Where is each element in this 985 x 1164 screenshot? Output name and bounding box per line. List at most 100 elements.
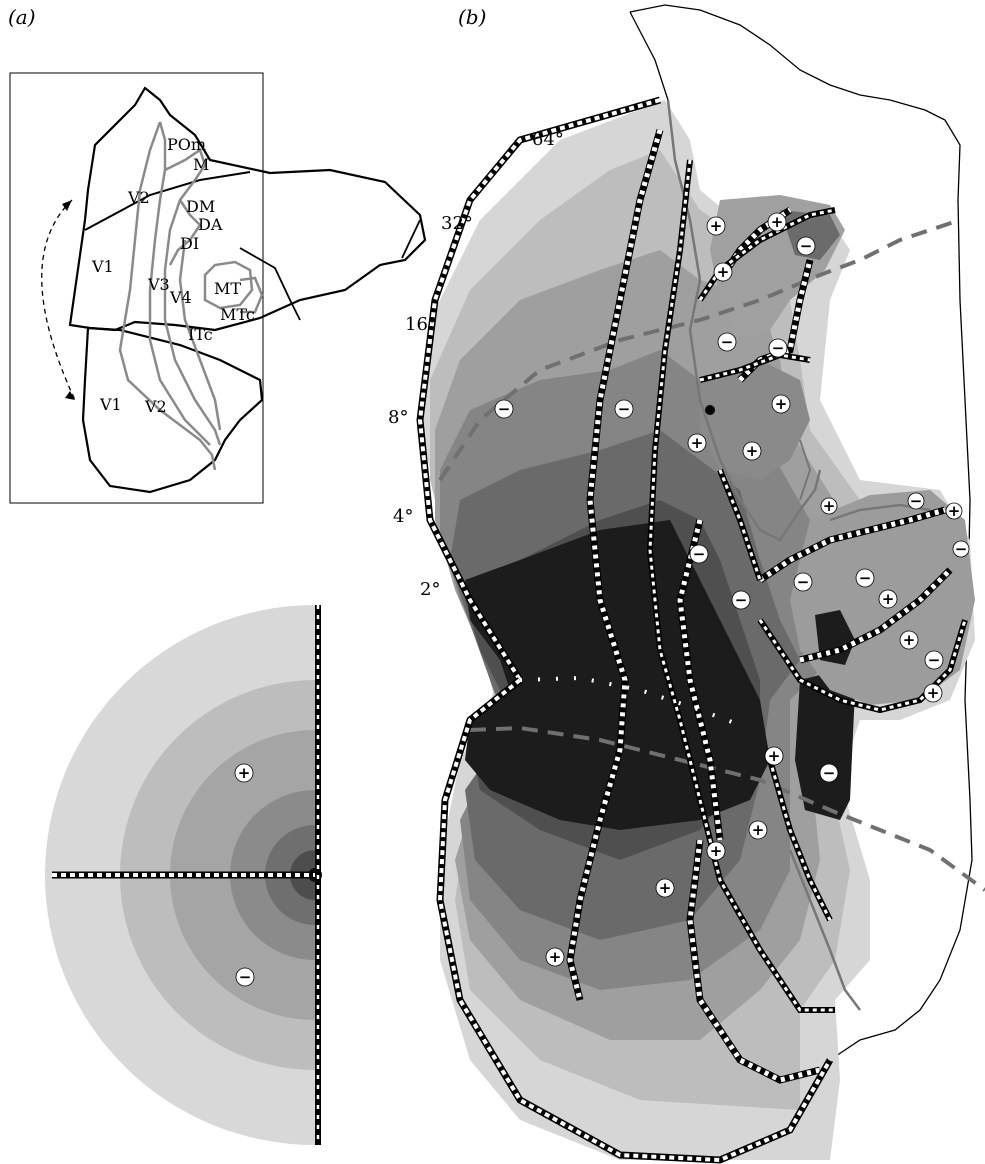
sign-minus: − bbox=[731, 590, 751, 610]
inset-frame bbox=[9, 72, 264, 504]
svg-text:−: − bbox=[735, 591, 748, 609]
svg-text:−: − bbox=[797, 573, 810, 591]
area-label-itc: ITc bbox=[188, 325, 213, 344]
sign-plus: + bbox=[706, 841, 726, 861]
svg-text:+: + bbox=[659, 879, 672, 897]
ecc-label-2: 2° bbox=[420, 579, 440, 600]
sign-plus: + bbox=[742, 441, 762, 461]
area-label-v2-lower: V2 bbox=[144, 397, 167, 416]
svg-text:+: + bbox=[775, 395, 788, 413]
svg-text:+: + bbox=[903, 631, 916, 649]
dark-patch-right bbox=[795, 670, 855, 820]
svg-text:−: − bbox=[618, 400, 631, 418]
flatmap: 64° 32° 16° 8° 4° 2° bbox=[388, 4, 985, 1164]
svg-text:+: + bbox=[948, 502, 961, 520]
sign-minus: − bbox=[793, 572, 813, 592]
svg-text:−: − bbox=[910, 492, 923, 510]
area-label-m: M bbox=[193, 155, 209, 174]
svg-text:−: − bbox=[928, 651, 941, 669]
v1-v2-border bbox=[118, 121, 217, 471]
svg-text:+: + bbox=[823, 497, 836, 515]
hemisphere-outline bbox=[68, 86, 427, 332]
sign-minus: − bbox=[907, 492, 925, 510]
svg-text:−: − bbox=[800, 237, 813, 255]
sign-plus: + bbox=[706, 216, 726, 236]
ecc-label-8: 8° bbox=[388, 407, 408, 428]
area-label-v3: V3 bbox=[147, 275, 170, 294]
sign-minus: − bbox=[717, 332, 737, 352]
svg-text:+: + bbox=[752, 821, 765, 839]
sign-plus: + bbox=[899, 630, 919, 650]
area-label-dl: DI bbox=[180, 234, 199, 253]
sign-minus: − bbox=[796, 236, 816, 256]
svg-text:+: + bbox=[691, 434, 704, 452]
foveal-confluence bbox=[465, 520, 770, 830]
hemifield-sign-plus: + bbox=[234, 763, 254, 783]
svg-text:−: − bbox=[823, 764, 836, 782]
sign-plus: + bbox=[923, 683, 943, 703]
svg-text:+: + bbox=[771, 213, 784, 231]
mt-outline bbox=[203, 260, 254, 310]
svg-text:+: + bbox=[927, 684, 940, 702]
svg-text:−: − bbox=[693, 545, 706, 563]
sign-minus: − bbox=[819, 763, 839, 783]
ecc-label-32: 32° bbox=[441, 213, 473, 234]
svg-text:+: + bbox=[710, 217, 723, 235]
sign-plus: + bbox=[748, 820, 768, 840]
area-label-v1: V1 bbox=[91, 257, 114, 276]
mapping-arrow bbox=[41, 199, 76, 401]
svg-text:+: + bbox=[746, 442, 759, 460]
sign-plus: + bbox=[878, 589, 898, 609]
sign-plus: + bbox=[655, 878, 675, 898]
sign-minus: − bbox=[614, 399, 634, 419]
svg-text:−: − bbox=[955, 540, 968, 558]
ecc-label-4: 4° bbox=[393, 506, 413, 527]
sign-plus: + bbox=[771, 394, 791, 414]
svg-text:+: + bbox=[549, 948, 562, 966]
sign-plus: + bbox=[767, 212, 787, 232]
lobe-middle bbox=[700, 360, 810, 480]
sign-minus: − bbox=[952, 540, 970, 558]
svg-text:+: + bbox=[238, 764, 251, 782]
sign-plus: + bbox=[945, 502, 963, 520]
area-label-pom: POm bbox=[167, 135, 206, 154]
hemifield-sign-minus: − bbox=[235, 967, 255, 987]
area-label-v1-lower: V1 bbox=[99, 395, 122, 414]
svg-text:−: − bbox=[859, 569, 872, 587]
panel-label-a: (a) bbox=[8, 5, 36, 29]
area-label-da: DA bbox=[198, 215, 223, 234]
area-label-v4: V4 bbox=[169, 288, 192, 307]
horizontal-meridian-traces bbox=[416, 96, 968, 1164]
panel-label-b: (b) bbox=[458, 5, 486, 29]
sign-minus: − bbox=[855, 568, 875, 588]
svg-text:−: − bbox=[239, 968, 252, 986]
sign-minus: − bbox=[768, 338, 788, 358]
ecc-label-64: 64° bbox=[532, 129, 564, 150]
sign-plus: + bbox=[820, 497, 838, 515]
dashed-boundary-lower bbox=[469, 725, 985, 892]
area-label-v2: V2 bbox=[127, 188, 150, 207]
fovea-dot bbox=[705, 405, 715, 415]
sign-minus: − bbox=[924, 650, 944, 670]
area-label-mt: MT bbox=[214, 279, 241, 298]
svg-text:+: + bbox=[882, 590, 895, 608]
svg-text:+: + bbox=[768, 747, 781, 765]
brain-inset: POm M V2 DM DA DI V1 V3 V4 MT MTc ITc V1… bbox=[9, 72, 427, 504]
sign-plus: + bbox=[687, 433, 707, 453]
area-label-dm: DM bbox=[186, 197, 215, 216]
sign-plus: + bbox=[713, 262, 733, 282]
field-sign-markers: − − + + − + − − + + + + − + − − − − + − … bbox=[494, 212, 970, 967]
area-label-mtc: MTc bbox=[220, 305, 255, 324]
ecc-label-16: 16° bbox=[405, 314, 437, 335]
svg-text:−: − bbox=[772, 339, 785, 357]
cerebellum-outline bbox=[81, 326, 264, 494]
sign-plus: + bbox=[545, 947, 565, 967]
svg-text:−: − bbox=[721, 333, 734, 351]
visual-hemifield: + − bbox=[45, 605, 322, 1145]
svg-text:+: + bbox=[717, 263, 730, 281]
sign-minus: − bbox=[689, 544, 709, 564]
svg-text:+: + bbox=[710, 842, 723, 860]
svg-text:−: − bbox=[498, 400, 511, 418]
dashed-boundary-upper bbox=[438, 218, 961, 482]
